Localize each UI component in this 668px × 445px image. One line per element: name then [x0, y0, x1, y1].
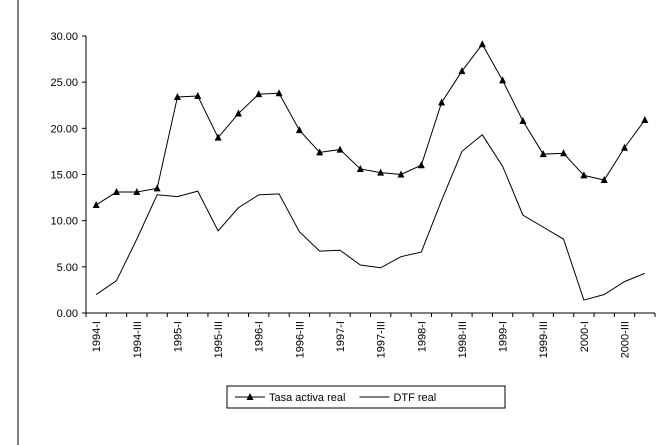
y-tick-label: 10.00	[50, 216, 78, 228]
point-marker	[600, 176, 608, 184]
point-marker	[539, 150, 547, 158]
point-marker	[336, 145, 344, 153]
x-tick-label: 1996-III	[294, 321, 306, 358]
legend-label: Tasa activa real	[269, 392, 345, 404]
point-marker	[92, 200, 100, 208]
point-marker	[356, 164, 364, 172]
y-tick-label: 15.00	[50, 170, 78, 182]
point-marker	[519, 116, 527, 124]
x-tick-label: 2000-I	[579, 321, 591, 352]
point-marker	[255, 90, 263, 98]
x-tick-label: 1998-I	[416, 321, 428, 352]
point-marker	[295, 126, 303, 134]
x-tick-label: 1994-III	[132, 321, 144, 358]
x-tick-label: 1999-I	[498, 321, 510, 352]
x-tick-label: 1994-I	[91, 321, 103, 352]
x-tick-label: 1997-I	[335, 321, 347, 352]
point-marker	[417, 161, 425, 169]
point-marker	[173, 92, 181, 100]
x-tick-label: 1995-I	[172, 321, 184, 352]
point-marker	[641, 116, 649, 124]
y-tick-label: 5.00	[57, 262, 78, 274]
series-line	[95, 134, 646, 301]
point-marker	[458, 67, 466, 75]
y-tick-label: 20.00	[50, 123, 78, 135]
point-marker	[580, 171, 588, 179]
y-tick-label: 0.00	[57, 308, 78, 320]
y-tick-label: 25.00	[50, 77, 78, 89]
point-marker	[438, 98, 446, 106]
point-marker	[397, 170, 405, 178]
point-marker	[214, 133, 222, 141]
point-marker	[275, 89, 283, 97]
series-line	[95, 43, 646, 206]
point-marker	[133, 188, 141, 196]
x-tick-label: 1999-III	[538, 321, 550, 358]
point-marker	[316, 148, 324, 156]
x-tick-label: 1995-III	[213, 321, 225, 358]
point-marker	[112, 188, 120, 196]
legend-marker	[246, 393, 254, 400]
point-marker	[194, 92, 202, 100]
point-marker	[478, 40, 486, 48]
x-tick-label: 1998-III	[457, 321, 469, 358]
x-tick-label: 2000-III	[620, 321, 632, 358]
y-tick-label: 30.00	[50, 31, 78, 43]
point-marker	[560, 149, 568, 157]
point-marker	[153, 184, 161, 192]
x-tick-label: 1997-III	[376, 321, 388, 358]
point-marker	[621, 143, 629, 151]
point-marker	[499, 76, 507, 84]
x-tick-label: 1996-I	[254, 321, 266, 352]
legend-label: DTF real	[393, 392, 436, 404]
point-marker	[377, 168, 385, 176]
point-marker	[234, 109, 242, 117]
